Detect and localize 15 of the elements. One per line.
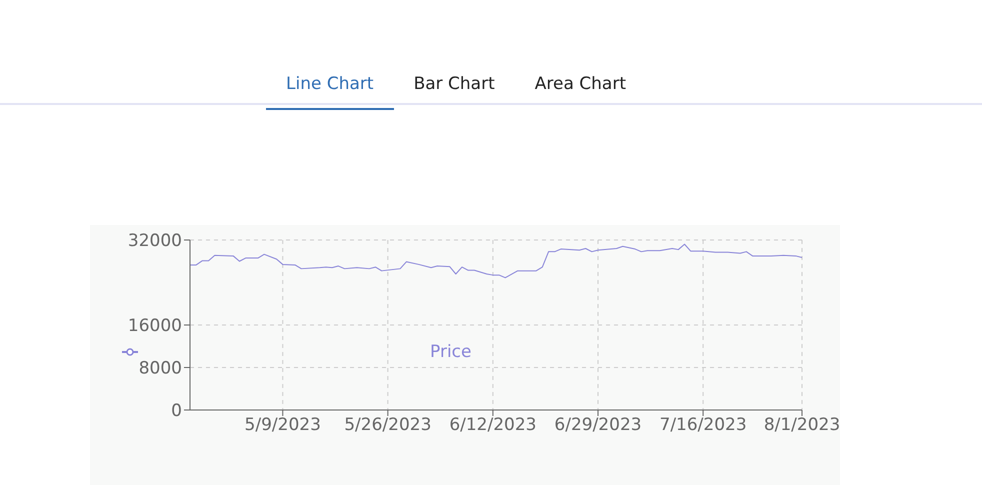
x-tick-label: 6/12/2023 — [449, 415, 536, 436]
line-series — [190, 244, 802, 278]
x-tick-label: 8/1/2023 — [764, 415, 840, 436]
y-tick-label: 16000 — [128, 316, 182, 336]
x-tick-label: 6/29/2023 — [554, 415, 642, 436]
x-tick-label: 7/16/2023 — [660, 415, 747, 436]
y-tick-label: 32000 — [128, 231, 182, 252]
text: Area Chart — [534, 73, 628, 96]
y-tick-label: 8000 — [138, 358, 182, 379]
x-tick-label: 5/9/2023 — [244, 415, 321, 436]
text: Bar Chart — [412, 73, 496, 96]
text: Line Chart — [266, 70, 394, 110]
y-tick-label: 0 — [171, 401, 182, 422]
text: Price — [430, 342, 472, 362]
x-tick-label: 5/26/2023 — [344, 415, 432, 436]
